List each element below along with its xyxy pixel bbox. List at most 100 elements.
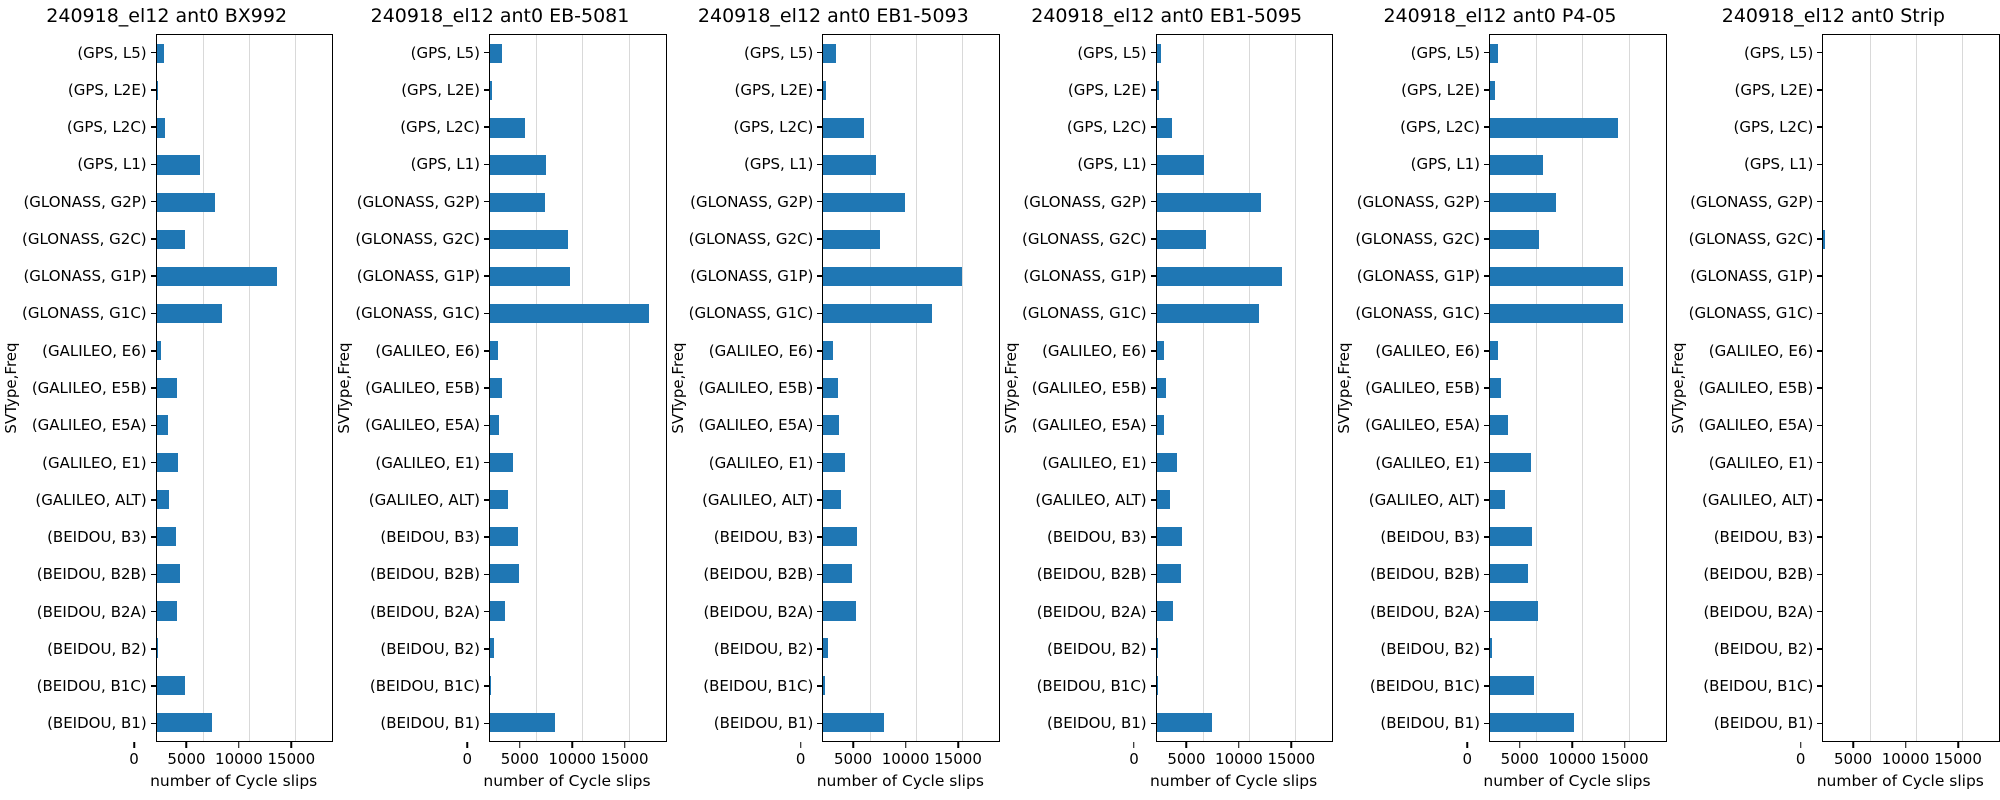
- bar: [490, 526, 518, 547]
- bar: [823, 118, 864, 138]
- y-tick-label: (GLONASS, G1C): [688, 304, 814, 323]
- bar-row: [490, 184, 666, 221]
- bar: [823, 81, 826, 101]
- bar: [823, 489, 841, 510]
- y-tick-label-row: (GPS, L2C): [355, 109, 489, 146]
- y-tick-label: (BEIDOU, B3): [1047, 528, 1147, 547]
- y-tick-label: (GALILEO, E1): [375, 453, 480, 472]
- bar-row: [1823, 444, 1999, 481]
- y-tick-label: (BEIDOU, B2B): [36, 565, 147, 584]
- bar-row: [490, 518, 666, 555]
- bar-row: [1156, 295, 1333, 332]
- y-tick-mark: [1483, 536, 1489, 538]
- x-tick-mark: [1571, 742, 1573, 748]
- gridline: [1628, 35, 1630, 741]
- y-tick-mark: [817, 610, 823, 613]
- gridline: [536, 35, 538, 741]
- y-tick-label: (BEIDOU, B1): [1380, 714, 1480, 733]
- y-tick-mark: [1150, 200, 1156, 203]
- x-tick-label: 10000: [1881, 750, 1930, 768]
- gridline: [1869, 35, 1871, 741]
- y-tick-label-row: (GLONASS, G2P): [1022, 183, 1156, 220]
- y-tick-label: (GLONASS, G2C): [1355, 229, 1480, 248]
- y-tick-mark: [1150, 722, 1156, 725]
- bar-row: [1823, 667, 1999, 704]
- bar-row: [156, 35, 333, 72]
- bar-row: [823, 221, 999, 258]
- bar-row: [490, 407, 666, 444]
- y-tick-label-row: (GALILEO, E5A): [1022, 407, 1156, 444]
- y-tick-label: (GALILEO, E1): [1708, 453, 1814, 472]
- bar: [156, 526, 177, 547]
- bar: [1156, 81, 1159, 101]
- y-tick-label: (GALILEO, ALT): [1702, 490, 1814, 509]
- y-tick-mark: [1817, 89, 1823, 91]
- y-tick-label: (GPS, L1): [1410, 155, 1480, 174]
- x-tick-mark: [1290, 742, 1293, 748]
- y-tick-label-row: (BEIDOU, B3): [689, 518, 823, 555]
- bar: [490, 712, 555, 733]
- y-tick-label-row: (GLONASS, G1P): [1022, 258, 1156, 295]
- y-tick-mark: [150, 163, 156, 166]
- bar-row: [490, 146, 666, 183]
- y-tick-label: (GLONASS, G2P): [690, 192, 814, 211]
- y-tick-mark: [1817, 238, 1823, 240]
- bar-row: [823, 332, 999, 369]
- x-ticks-offset: [0, 742, 134, 772]
- y-tick-mark: [1817, 722, 1823, 725]
- x-tick-label: 0: [1129, 750, 1139, 768]
- y-tick-label-row: (BEIDOU, B1C): [1689, 668, 1823, 705]
- bar: [823, 675, 825, 695]
- y-tick-mark: [1483, 610, 1489, 613]
- bar: [490, 601, 505, 621]
- gridline: [1582, 35, 1584, 741]
- plot-area: [489, 34, 667, 742]
- bar-row: [1489, 146, 1666, 183]
- y-tick-label-row: (GALILEO, ALT): [1022, 481, 1156, 518]
- bar-row: [490, 667, 666, 704]
- bar: [1489, 378, 1502, 398]
- bar: [1489, 118, 1618, 138]
- y-tick-mark: [1483, 648, 1489, 650]
- y-tick-mark: [1150, 685, 1156, 687]
- bar-row: [1823, 35, 1999, 72]
- bar-row: [156, 184, 333, 221]
- gridline: [1202, 35, 1204, 741]
- x-tick-mark: [519, 742, 521, 748]
- x-label-offset: [1667, 772, 1801, 800]
- y-tick-label: (BEIDOU, B1C): [369, 677, 480, 696]
- bar-row: [1823, 109, 1999, 146]
- x-tick-label: 5000: [1167, 750, 1206, 768]
- y-tick-label-row: (BEIDOU, B2A): [355, 593, 489, 630]
- y-tick-label: (GALILEO, E5A): [1698, 416, 1814, 435]
- bar-row: [823, 444, 999, 481]
- bar: [156, 675, 186, 695]
- x-tick-area: 0 5000 10000 15000: [1796, 742, 2000, 772]
- bar-row: [1156, 704, 1333, 741]
- bar-row: [156, 369, 333, 406]
- y-tick-label-row: (BEIDOU, B2): [1022, 630, 1156, 667]
- bar: [1156, 712, 1213, 733]
- y-tick-mark: [817, 200, 823, 203]
- x-tick-mark: [1623, 742, 1626, 748]
- y-tick-label-row: (GPS, L2E): [22, 71, 156, 108]
- x-tick-label: 5000: [1834, 750, 1873, 768]
- y-tick-label: (GLONASS, G2C): [688, 229, 814, 248]
- y-tick-label: (BEIDOU, B2B): [1370, 565, 1480, 584]
- y-tick-label: (GALILEO, ALT): [702, 490, 814, 509]
- bar: [1156, 192, 1262, 212]
- y-tick-mark: [1483, 238, 1489, 240]
- bar-row: [823, 184, 999, 221]
- y-tick-label: (GLONASS, G2C): [1688, 229, 1814, 248]
- bar: [823, 192, 905, 212]
- bar-row: [156, 295, 333, 332]
- x-label-offset: [0, 772, 134, 800]
- y-tick-label: (GPS, L5): [743, 43, 814, 62]
- y-tick-label-row: (GLONASS, G1P): [355, 258, 489, 295]
- x-tick-area: 0 5000 10000 15000: [1129, 742, 1333, 772]
- y-tick-label: (GPS, L2C): [1066, 118, 1147, 137]
- bar-row: [1489, 518, 1666, 555]
- y-tick-mark: [1483, 461, 1489, 464]
- y-axis-label: SVType,Freq: [1335, 342, 1354, 434]
- chart-title: 240918_el12 ant0 EB1-5093: [697, 5, 969, 27]
